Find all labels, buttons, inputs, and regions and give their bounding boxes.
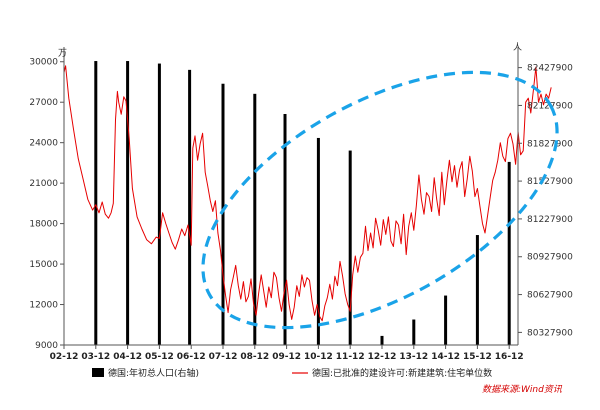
population-bar xyxy=(380,335,384,345)
x-tick-label: 02-12 xyxy=(50,352,79,362)
population-bar xyxy=(348,150,352,345)
x-tick-label: 07-12 xyxy=(209,352,238,362)
population-bar xyxy=(126,61,130,346)
x-tick-label: 06-12 xyxy=(177,352,206,362)
population-bar xyxy=(412,319,416,345)
population-bar xyxy=(188,69,192,345)
left-tick-label: 30000 xyxy=(29,58,58,68)
right-axis-unit: 人 xyxy=(513,42,522,53)
right-tick-label: 80927900 xyxy=(527,253,573,263)
x-tick-label: 11-12 xyxy=(336,352,365,362)
x-tick-label: 10-12 xyxy=(304,352,333,362)
x-tick-label: 05-12 xyxy=(145,352,174,362)
population-bar xyxy=(475,235,479,345)
population-bar xyxy=(94,61,98,346)
population-bar xyxy=(283,113,287,345)
left-tick-label: 21000 xyxy=(29,179,58,189)
population-bar xyxy=(444,295,448,345)
x-tick-label: 04-12 xyxy=(113,352,142,362)
x-tick-label: 13-12 xyxy=(399,352,428,362)
right-tick-label: 80627900 xyxy=(527,291,573,301)
population-bar xyxy=(316,137,320,345)
x-tick-label: 14-12 xyxy=(431,352,460,362)
right-tick-label: 82427900 xyxy=(527,64,573,74)
permits-line xyxy=(63,65,552,322)
left-tick-label: 9000 xyxy=(35,341,58,351)
left-tick-label: 27000 xyxy=(29,98,58,108)
bar-series xyxy=(94,61,511,346)
x-tick-label: 16-12 xyxy=(495,352,524,362)
axes: 9000 12000 15000 18000 21000 24000 27000 30000 8… xyxy=(29,47,573,362)
x-tick-label: 08-12 xyxy=(240,352,269,362)
population-bar xyxy=(253,93,257,345)
left-axis-unit: 万 xyxy=(58,49,67,59)
right-tick-label: 81227900 xyxy=(527,215,573,225)
legend: 德国:年初总人口(右轴) 德国:已批准的建设许可:新建建筑:住宅单位数 xyxy=(92,367,492,379)
legend-label-permits: 德国:已批准的建设许可:新建建筑:住宅单位数 xyxy=(312,367,492,379)
x-tick-label: 15-12 xyxy=(463,352,492,362)
right-tick-label: 81527900 xyxy=(527,177,573,187)
population-bar xyxy=(221,83,225,345)
right-tick-label: 81827900 xyxy=(527,139,573,149)
dashed-ellipse-annotation xyxy=(201,70,559,330)
population-bar xyxy=(157,63,161,345)
x-tick-label: 03-12 xyxy=(81,352,110,362)
legend-bar-marker xyxy=(92,368,104,377)
left-tick-label: 15000 xyxy=(29,260,58,270)
right-tick-label: 80327900 xyxy=(527,328,573,338)
x-tick-label: 12-12 xyxy=(368,352,397,362)
left-tick-label: 12000 xyxy=(29,301,58,311)
annotation-layer xyxy=(201,70,559,330)
line-series-layer xyxy=(63,65,552,322)
population-bar xyxy=(507,161,511,345)
legend-label-population: 德国:年初总人口(右轴) xyxy=(108,367,199,379)
x-tick-label: 09-12 xyxy=(272,352,301,362)
data-source: 数据来源:Wind资讯 xyxy=(482,384,563,395)
left-tick-label: 24000 xyxy=(29,139,58,149)
left-tick-label: 18000 xyxy=(29,220,58,230)
